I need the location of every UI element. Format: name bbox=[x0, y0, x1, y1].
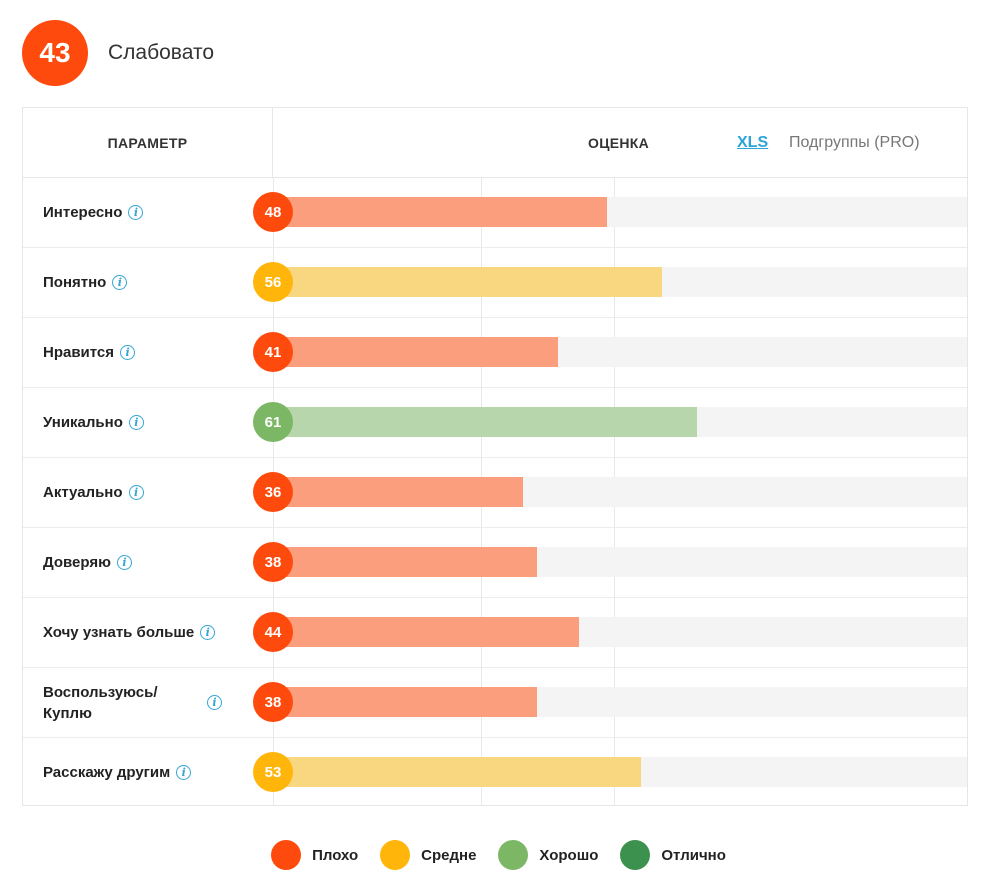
overall-score: 43 Слабовато bbox=[22, 20, 214, 86]
table-row: Уникально i 61 bbox=[23, 388, 967, 458]
param-name: Доверяю bbox=[43, 554, 111, 571]
bar-9 bbox=[273, 757, 641, 787]
score-column-header: ОЦЕНКА bbox=[588, 134, 650, 151]
info-icon[interactable]: i bbox=[200, 625, 216, 640]
bar-track bbox=[273, 407, 967, 437]
value-label: 36 bbox=[253, 472, 293, 512]
legend-dot bbox=[620, 840, 651, 870]
table-row: Хочу узнать больше i 44 bbox=[23, 598, 967, 668]
table-row: Интересно i 48 bbox=[23, 178, 967, 248]
overall-score-label: Слабовато bbox=[108, 41, 215, 64]
param-name: Расскажу другим bbox=[43, 764, 171, 781]
table-header: ПАРАМЕТР ОЦЕНКА XLS Подгруппы (PRO) bbox=[23, 108, 967, 178]
table-row: Расскажу другим i 53 bbox=[23, 738, 967, 808]
param-cell: Хочу узнать больше i bbox=[43, 598, 253, 667]
bar-track bbox=[273, 477, 967, 507]
legend-item-excellent: Отлично bbox=[620, 840, 732, 870]
bar-8 bbox=[273, 687, 537, 717]
info-icon[interactable]: i bbox=[176, 765, 192, 780]
bar-3 bbox=[273, 337, 558, 367]
param-cell: Интересно i bbox=[43, 178, 253, 247]
param-cell: Нравится i bbox=[43, 318, 253, 387]
legend-dot bbox=[380, 840, 411, 870]
bar-track bbox=[273, 197, 967, 227]
param-name: Нравится bbox=[43, 344, 115, 361]
bar-track bbox=[273, 617, 967, 647]
param-cell: Актуально i bbox=[43, 458, 253, 527]
legend-label: Хорошо bbox=[539, 846, 599, 864]
rating-table: ПАРАМЕТР ОЦЕНКА XLS Подгруппы (PRO) Инте… bbox=[22, 107, 968, 806]
bar-track bbox=[273, 757, 967, 787]
value-label: 44 bbox=[253, 612, 293, 652]
param-name: Уникально bbox=[43, 414, 123, 431]
legend-dot bbox=[498, 840, 529, 870]
xls-export-link[interactable]: XLS bbox=[737, 133, 769, 151]
table-row: Понятно i 56 bbox=[23, 248, 967, 318]
param-cell: Воспользуюсь/ Куплю i bbox=[43, 668, 253, 737]
legend-item-good: Хорошо bbox=[498, 840, 604, 870]
value-label: 61 bbox=[253, 402, 293, 442]
param-cell: Понятно i bbox=[43, 248, 253, 317]
param-name: Понятно bbox=[43, 274, 107, 291]
bar-6 bbox=[273, 547, 537, 577]
param-name: Воспользуюсь/ Куплю bbox=[43, 683, 158, 722]
value-label: 41 bbox=[253, 332, 293, 372]
bar-5 bbox=[273, 477, 523, 507]
legend-dot bbox=[271, 840, 302, 870]
bar-2 bbox=[273, 267, 662, 297]
bar-track bbox=[273, 547, 967, 577]
info-icon[interactable]: i bbox=[128, 485, 144, 500]
info-icon[interactable]: i bbox=[128, 415, 144, 430]
table-row: Нравится i 41 bbox=[23, 318, 967, 388]
param-cell: Расскажу другим i bbox=[43, 738, 253, 807]
legend-item-bad: Плохо bbox=[271, 840, 364, 870]
value-label: 48 bbox=[253, 192, 293, 232]
table-row: Актуально i 36 bbox=[23, 458, 967, 528]
info-icon[interactable]: i bbox=[128, 205, 144, 220]
info-icon[interactable]: i bbox=[112, 275, 128, 290]
legend-item-medium: Средне bbox=[380, 840, 482, 870]
legend-label: Отлично bbox=[661, 846, 726, 864]
value-label: 53 bbox=[253, 752, 293, 792]
legend-label: Средне bbox=[421, 846, 477, 864]
table-row: Доверяю i 38 bbox=[23, 528, 967, 598]
info-icon[interactable]: i bbox=[120, 345, 136, 360]
value-label: 38 bbox=[253, 682, 293, 722]
subgroups-pro-link[interactable]: Подгруппы (PRO) bbox=[789, 133, 920, 151]
param-name: Хочу узнать больше bbox=[43, 624, 195, 641]
chart-legend: Плохо Средне Хорошо Отлично bbox=[0, 840, 1003, 870]
info-icon[interactable]: i bbox=[116, 555, 132, 570]
param-column-header: ПАРАМЕТР bbox=[23, 108, 273, 177]
param-name: Актуально bbox=[43, 484, 123, 501]
overall-score-badge: 43 bbox=[22, 20, 88, 86]
bar-track bbox=[273, 267, 967, 297]
param-name: Интересно bbox=[43, 204, 123, 221]
param-cell: Уникально i bbox=[43, 388, 253, 457]
bar-4 bbox=[273, 407, 697, 437]
table-row: Воспользуюсь/ Куплю i 38 bbox=[23, 668, 967, 738]
param-cell: Доверяю i bbox=[43, 528, 253, 597]
info-icon[interactable]: i bbox=[207, 695, 222, 710]
bar-7 bbox=[273, 617, 579, 647]
legend-label: Плохо bbox=[312, 846, 359, 864]
bar-1 bbox=[273, 197, 607, 227]
value-label: 38 bbox=[253, 542, 293, 582]
value-label: 56 bbox=[253, 262, 293, 302]
bar-track bbox=[273, 687, 967, 717]
bar-track bbox=[273, 337, 967, 367]
